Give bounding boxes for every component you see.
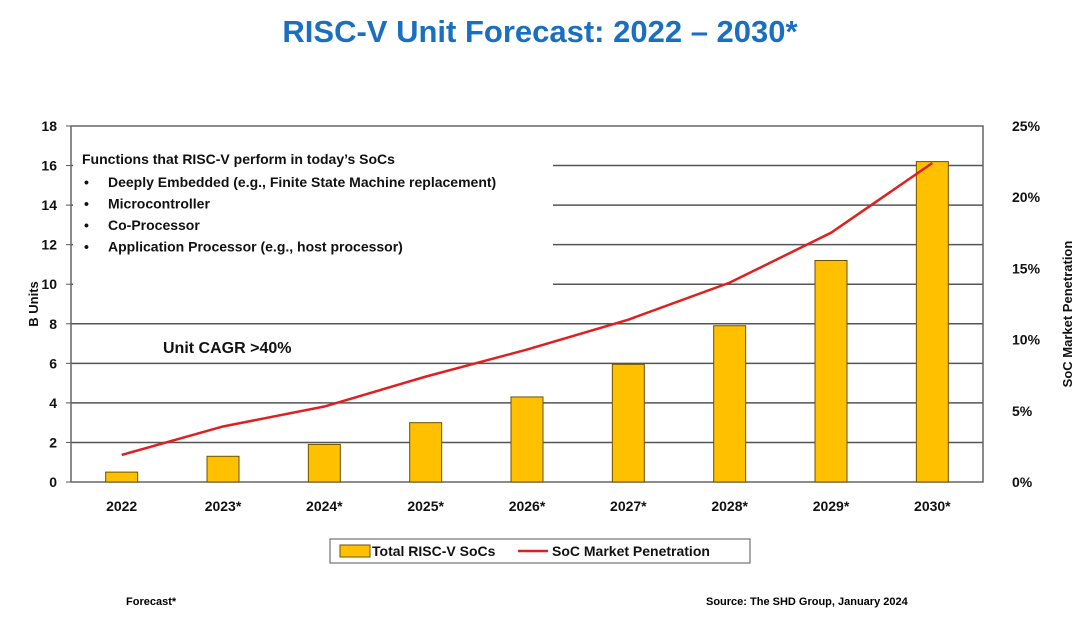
- y2-tick-label: 5%: [1012, 403, 1033, 419]
- y-tick-label: 12: [41, 237, 57, 253]
- bar: [611, 363, 645, 483]
- forecast-note: Forecast*: [126, 596, 177, 608]
- y2-tick-label: 10%: [1012, 332, 1041, 348]
- y-tick-label: 18: [41, 118, 57, 134]
- y-tick-label: 0: [49, 474, 57, 490]
- bar: [510, 396, 544, 483]
- bullet: •: [84, 217, 89, 233]
- bar: [915, 161, 949, 483]
- y-axis-label: B Units: [26, 281, 41, 327]
- bar: [409, 422, 443, 483]
- bullet: •: [84, 196, 89, 212]
- x-tick-label: 2025*: [407, 498, 444, 514]
- cagr-annotation: Unit CAGR >40%: [163, 340, 291, 357]
- y-tick-label: 4: [49, 395, 57, 411]
- y-tick-label: 8: [49, 316, 57, 332]
- y2-tick-label: 25%: [1012, 118, 1041, 134]
- y2-axis-label: SoC Market Penetration: [1060, 241, 1075, 388]
- x-tick-label: 2028*: [711, 498, 748, 514]
- y2-tick-label: 20%: [1012, 189, 1041, 205]
- y2-tick-label: 0%: [1012, 474, 1033, 490]
- function-item: Deeply Embedded (e.g., Finite State Mach…: [108, 174, 496, 190]
- legend-label-line: SoC Market Penetration: [552, 543, 710, 559]
- legend-label-bars: Total RISC-V SoCs: [372, 543, 496, 559]
- chart-title: RISC-V Unit Forecast: 2022 – 2030*: [282, 14, 798, 49]
- x-tick-label: 2026*: [509, 498, 546, 514]
- penetration-line: [121, 161, 934, 457]
- y-tick-label: 16: [41, 158, 57, 174]
- function-item: Co-Processor: [108, 217, 200, 233]
- x-tick-label: 2030*: [914, 498, 951, 514]
- bar: [307, 443, 341, 483]
- y2-tick-label: 15%: [1012, 260, 1041, 276]
- y-tick-label: 6: [49, 355, 57, 371]
- annotation-background: [73, 146, 553, 291]
- bullet: •: [84, 174, 89, 190]
- source-note: Source: The SHD Group, January 2024: [706, 596, 908, 608]
- bar: [814, 259, 848, 483]
- bullet: •: [84, 239, 89, 255]
- legend-bar-swatch: [339, 544, 371, 558]
- functions-heading: Functions that RISC-V perform in today’s…: [82, 151, 395, 167]
- x-tick-label: 2024*: [306, 498, 343, 514]
- x-tick-label: 2027*: [610, 498, 647, 514]
- y-tick-label: 14: [41, 197, 57, 213]
- legend-box: [329, 538, 751, 564]
- function-item: Application Processor (e.g., host proces…: [108, 239, 403, 255]
- bar: [105, 471, 139, 483]
- function-item: Microcontroller: [108, 196, 210, 212]
- x-tick-label: 2023*: [205, 498, 242, 514]
- x-tick-label: 2022: [106, 498, 137, 514]
- bar: [713, 325, 747, 483]
- y-tick-label: 10: [41, 276, 57, 292]
- y-tick-label: 2: [49, 434, 57, 450]
- bar: [206, 455, 240, 483]
- x-tick-label: 2029*: [813, 498, 850, 514]
